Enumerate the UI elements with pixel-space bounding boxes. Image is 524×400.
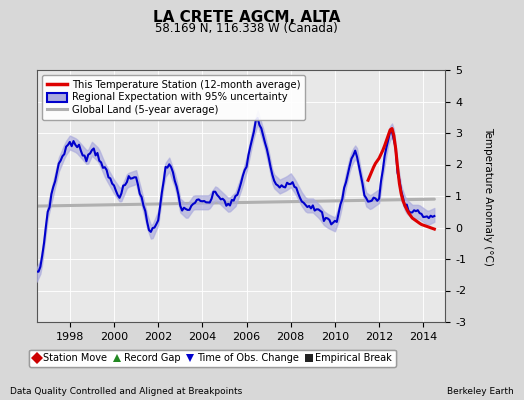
- Text: Berkeley Earth: Berkeley Earth: [447, 387, 514, 396]
- Text: LA CRETE AGCM, ALTA: LA CRETE AGCM, ALTA: [152, 10, 340, 25]
- Text: Data Quality Controlled and Aligned at Breakpoints: Data Quality Controlled and Aligned at B…: [10, 387, 243, 396]
- Legend: Station Move, Record Gap, Time of Obs. Change, Empirical Break: Station Move, Record Gap, Time of Obs. C…: [29, 350, 396, 367]
- Text: 58.169 N, 116.338 W (Canada): 58.169 N, 116.338 W (Canada): [155, 22, 337, 35]
- Y-axis label: Temperature Anomaly (°C): Temperature Anomaly (°C): [483, 126, 493, 266]
